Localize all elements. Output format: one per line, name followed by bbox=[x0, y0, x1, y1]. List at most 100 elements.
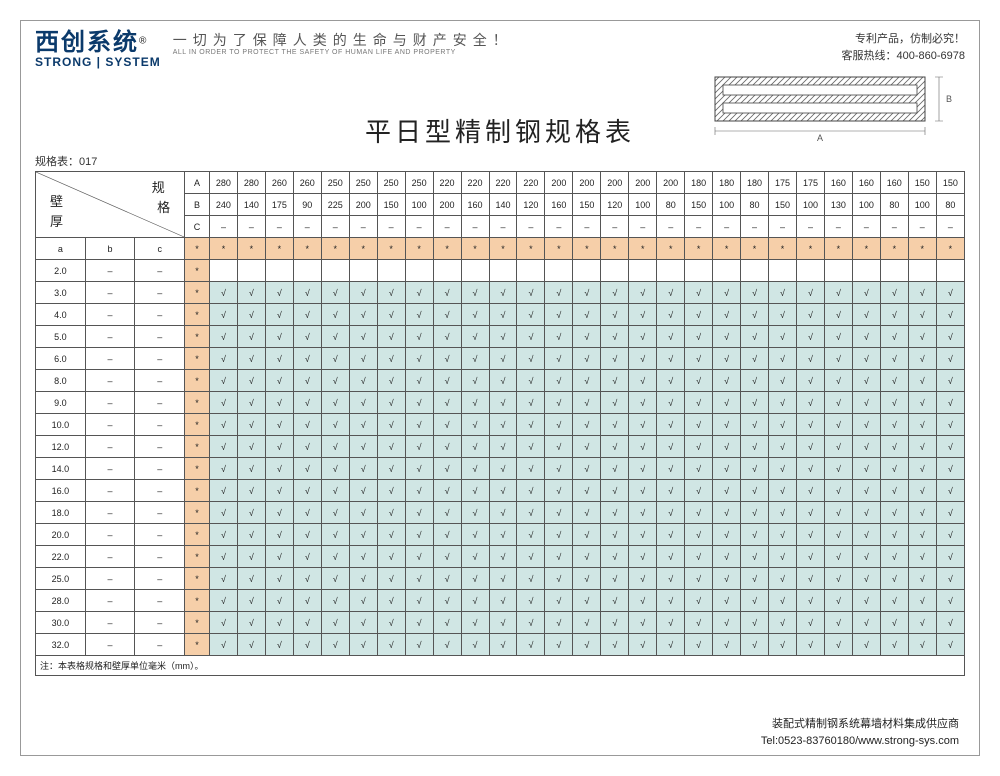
footer-line2: Tel:0523-83760180/www.strong-sys.com bbox=[761, 733, 959, 750]
data-cell: √ bbox=[377, 436, 405, 458]
col-C-26: – bbox=[936, 216, 964, 238]
data-cell: √ bbox=[713, 546, 741, 568]
data-cell: √ bbox=[741, 370, 769, 392]
data-cell: √ bbox=[321, 590, 349, 612]
col-C-9: – bbox=[461, 216, 489, 238]
data-cell: √ bbox=[237, 282, 265, 304]
data-cell: √ bbox=[601, 502, 629, 524]
data-cell: √ bbox=[461, 414, 489, 436]
data-cell: √ bbox=[601, 458, 629, 480]
table-label: 规格表：017 bbox=[35, 153, 965, 169]
data-cell: √ bbox=[377, 612, 405, 634]
data-cell: √ bbox=[573, 502, 601, 524]
data-cell: √ bbox=[657, 568, 685, 590]
data-cell: √ bbox=[741, 524, 769, 546]
data-cell: √ bbox=[796, 304, 824, 326]
data-cell: √ bbox=[489, 612, 517, 634]
data-cell: √ bbox=[824, 480, 852, 502]
data-cell: √ bbox=[265, 480, 293, 502]
data-cell: √ bbox=[489, 458, 517, 480]
data-cell: √ bbox=[433, 546, 461, 568]
col-B-22: 130 bbox=[824, 194, 852, 216]
col-B-14: 120 bbox=[601, 194, 629, 216]
cell-b: b bbox=[85, 238, 135, 260]
data-cell: * bbox=[573, 238, 601, 260]
col-B-6: 150 bbox=[377, 194, 405, 216]
data-cell: √ bbox=[936, 590, 964, 612]
data-cell: * bbox=[769, 238, 797, 260]
data-cell: √ bbox=[405, 568, 433, 590]
col-A-20: 175 bbox=[769, 172, 797, 194]
data-cell: √ bbox=[685, 634, 713, 656]
data-cell: √ bbox=[769, 414, 797, 436]
col-C-0: – bbox=[209, 216, 237, 238]
data-cell: √ bbox=[349, 502, 377, 524]
data-cell: √ bbox=[293, 524, 321, 546]
data-cell: √ bbox=[657, 392, 685, 414]
data-cell: √ bbox=[796, 392, 824, 414]
cell-c: – bbox=[135, 282, 185, 304]
data-cell: √ bbox=[377, 568, 405, 590]
data-cell: √ bbox=[209, 370, 237, 392]
data-cell: √ bbox=[769, 458, 797, 480]
data-cell: √ bbox=[573, 392, 601, 414]
data-cell: √ bbox=[461, 436, 489, 458]
data-cell: √ bbox=[769, 634, 797, 656]
data-cell: √ bbox=[405, 304, 433, 326]
cell-c: – bbox=[135, 612, 185, 634]
slogan-cn: 一切为了保障人类的生命与财产安全！ bbox=[173, 31, 513, 49]
cell-star: * bbox=[185, 370, 210, 392]
data-cell: √ bbox=[824, 590, 852, 612]
data-cell: √ bbox=[796, 326, 824, 348]
data-cell: √ bbox=[265, 436, 293, 458]
data-cell: √ bbox=[936, 392, 964, 414]
data-cell: √ bbox=[908, 502, 936, 524]
data-cell: √ bbox=[908, 568, 936, 590]
cell-b: – bbox=[85, 414, 135, 436]
data-cell: √ bbox=[573, 480, 601, 502]
data-cell: √ bbox=[545, 304, 573, 326]
data-cell: √ bbox=[824, 326, 852, 348]
data-cell: √ bbox=[573, 568, 601, 590]
data-cell: √ bbox=[265, 370, 293, 392]
data-cell: √ bbox=[265, 524, 293, 546]
data-cell: √ bbox=[657, 414, 685, 436]
data-cell: √ bbox=[824, 612, 852, 634]
data-cell: √ bbox=[293, 480, 321, 502]
cell-a: 2.0 bbox=[36, 260, 86, 282]
data-cell: √ bbox=[824, 304, 852, 326]
col-B-17: 150 bbox=[685, 194, 713, 216]
col-A-7: 250 bbox=[405, 172, 433, 194]
data-cell: √ bbox=[713, 524, 741, 546]
data-cell: * bbox=[796, 238, 824, 260]
cell-c: – bbox=[135, 414, 185, 436]
data-cell: √ bbox=[908, 590, 936, 612]
cell-a: 12.0 bbox=[36, 436, 86, 458]
data-cell: √ bbox=[489, 568, 517, 590]
data-cell: √ bbox=[405, 370, 433, 392]
table-row: 28.0––*√√√√√√√√√√√√√√√√√√√√√√√√√√√ bbox=[36, 590, 965, 612]
data-cell bbox=[489, 260, 517, 282]
col-A-0: 280 bbox=[209, 172, 237, 194]
data-cell: √ bbox=[433, 590, 461, 612]
data-cell: √ bbox=[713, 634, 741, 656]
col-C-19: – bbox=[741, 216, 769, 238]
cell-a: 30.0 bbox=[36, 612, 86, 634]
col-A-22: 160 bbox=[824, 172, 852, 194]
data-cell bbox=[517, 260, 545, 282]
cell-c: c bbox=[135, 238, 185, 260]
cell-star: * bbox=[185, 282, 210, 304]
data-cell: √ bbox=[936, 370, 964, 392]
cell-b: – bbox=[85, 370, 135, 392]
data-cell: √ bbox=[796, 458, 824, 480]
col-C-11: – bbox=[517, 216, 545, 238]
data-cell: √ bbox=[657, 326, 685, 348]
data-cell: √ bbox=[741, 436, 769, 458]
col-B-15: 100 bbox=[629, 194, 657, 216]
data-cell: √ bbox=[573, 282, 601, 304]
data-cell: √ bbox=[489, 414, 517, 436]
cell-a: 20.0 bbox=[36, 524, 86, 546]
data-cell: √ bbox=[685, 436, 713, 458]
data-cell: √ bbox=[461, 590, 489, 612]
data-cell: √ bbox=[685, 326, 713, 348]
